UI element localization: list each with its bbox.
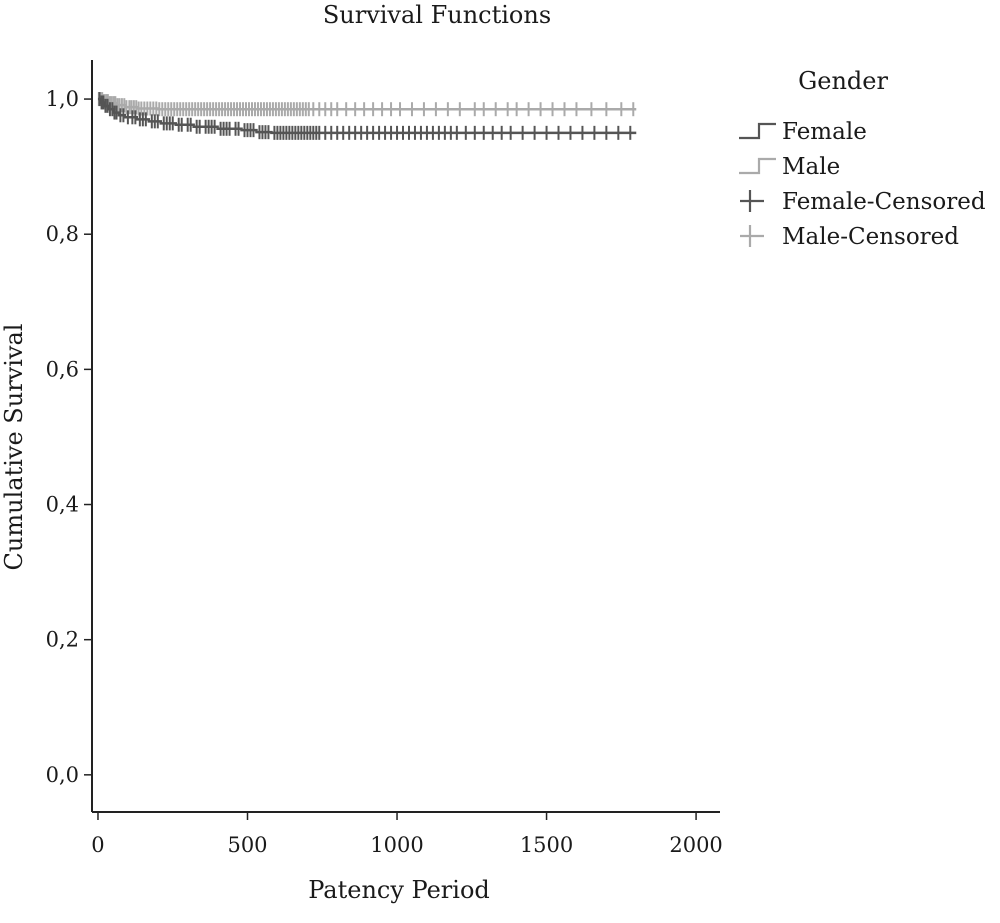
x-tick-label: 1500	[520, 833, 573, 857]
female-series	[97, 92, 637, 140]
legend-entries: Female Male Female-Censored Male-Censored	[739, 119, 986, 250]
chart-title: Survival Functions	[323, 1, 551, 29]
y-axis-ticks: 0,0 0,2 0,4 0,6 0,8 1,0	[46, 87, 92, 787]
y-axis-title: Cumulative Survival	[0, 324, 28, 571]
legend-title: Gender	[798, 67, 888, 95]
legend-label: Male	[782, 154, 840, 180]
curves	[97, 92, 637, 140]
x-tick-label: 2000	[669, 833, 722, 857]
y-tick-label: 0,4	[46, 493, 79, 517]
legend-line-swatch	[739, 122, 776, 140]
legend-line-swatch	[739, 157, 776, 175]
y-tick-label: 0,6	[46, 357, 79, 381]
x-tick-label: 500	[227, 833, 267, 857]
legend: Gender Female Male Female-Censored Male-Cen…	[739, 67, 986, 250]
legend-entry-male-censored: Male-Censored	[740, 224, 959, 250]
y-tick-label: 1,0	[46, 87, 79, 111]
x-tick-label: 0	[91, 833, 104, 857]
male-survival-line	[97, 97, 637, 111]
x-axis-title: Patency Period	[308, 876, 490, 904]
y-tick-label: 0,2	[46, 628, 79, 652]
legend-label: Female	[782, 119, 867, 145]
legend-entry-female-censored: Female-Censored	[740, 189, 986, 215]
y-tick-label: 0,0	[46, 763, 79, 787]
x-axis-ticks: 0 500 1000 1500 2000	[91, 812, 723, 857]
x-tick-label: 1000	[370, 833, 423, 857]
y-tick-label: 0,8	[46, 222, 79, 246]
legend-entry-male: Male	[739, 154, 840, 180]
legend-label: Female-Censored	[782, 189, 986, 215]
legend-entry-female: Female	[739, 119, 867, 145]
male-series	[97, 92, 637, 117]
legend-label: Male-Censored	[782, 224, 959, 250]
plot-area	[91, 60, 720, 813]
